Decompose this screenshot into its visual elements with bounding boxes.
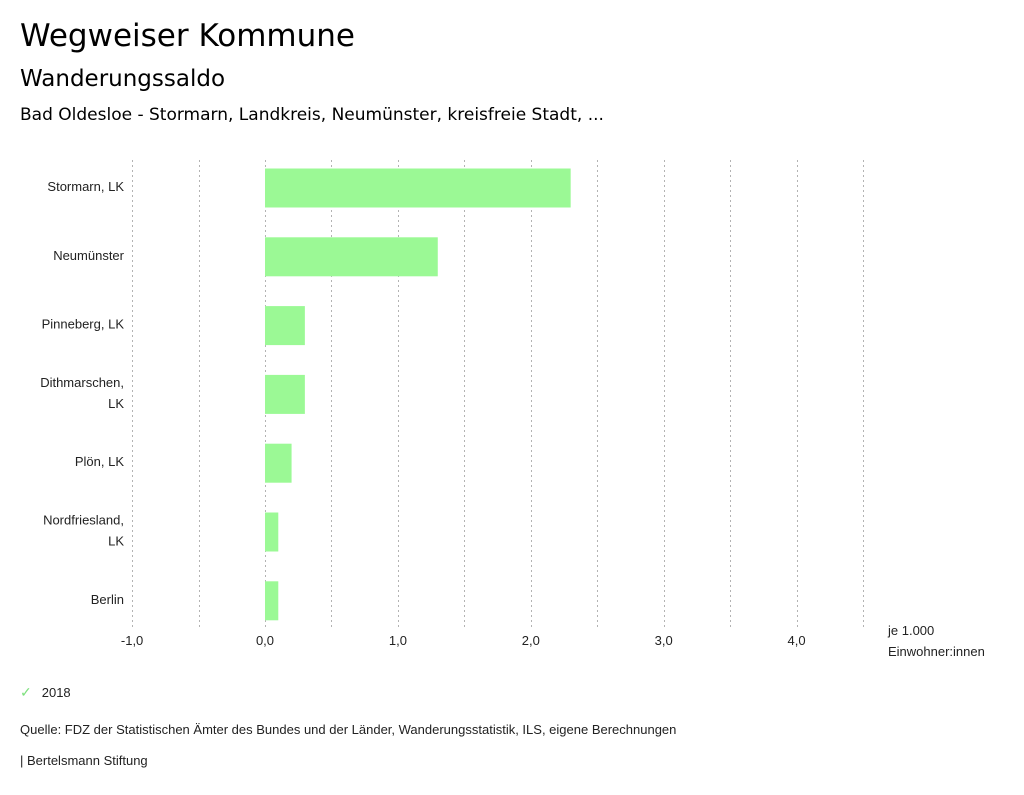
x-axis-unit-label: je 1.000 Einwohner:innen [887,623,985,659]
region-label: Bad Oldesloe - Stormarn, Landkreis, Neum… [20,105,604,125]
category-label: Neumünster [53,248,124,263]
category-labels: Stormarn, LK Neumünster Pinneberg, LK Dithm… [40,179,124,607]
category-label-line: Stormarn, LK [47,179,124,194]
x-tick-label: 1,0 [389,633,407,648]
x-tick-label: 2,0 [522,633,540,648]
legend[interactable]: ✓ 2018 [20,684,71,701]
legend-label: 2018 [41,685,71,700]
category-label-line: LK [108,396,124,411]
category-label-line: Berlin [91,592,124,607]
bar-chart: Stormarn, LK Neumünster Pinneberg, LK Dithm… [40,160,985,659]
category-label: Dithmarschen, LK [40,375,124,411]
category-label-line: Nordfriesland, [43,513,124,528]
x-tick-labels: -1,0 0,0 1,0 2,0 3,0 4,0 [121,633,806,648]
chart-subtitle: Wanderungssaldo [20,66,226,92]
page-title: Wegweiser Kommune [20,18,355,54]
bar[interactable] [265,237,438,277]
category-label-line: Dithmarschen, [40,375,124,390]
x-tick-label: -1,0 [121,633,143,648]
category-label: Berlin [91,592,124,607]
category-label: Pinneberg, LK [42,317,125,332]
category-label-line: Neumünster [53,248,124,263]
grid-lines [132,160,864,628]
x-axis-unit-line: Einwohner:innen [888,644,985,659]
x-tick-label: 4,0 [788,633,806,648]
bar[interactable] [265,443,292,483]
x-tick-label: 3,0 [655,633,673,648]
bar[interactable] [265,306,305,346]
category-label-line: Pinneberg, LK [42,317,125,332]
category-label: Nordfriesland, LK [43,513,124,549]
category-label-line: Plön, LK [75,454,124,469]
bars [265,168,571,621]
x-axis-unit-line: je 1.000 [887,623,934,638]
bar[interactable] [265,374,305,414]
footer-credit: | Bertelsmann Stiftung [20,753,148,768]
check-icon[interactable]: ✓ [20,684,32,700]
bar[interactable] [265,512,279,552]
category-label: Stormarn, LK [47,179,124,194]
category-label-line: LK [108,534,124,549]
bar[interactable] [265,168,571,208]
bar[interactable] [265,581,279,621]
category-label: Plön, LK [75,454,124,469]
source-note: Quelle: FDZ der Statistischen Ämter des … [20,722,677,737]
x-tick-label: 0,0 [256,633,274,648]
